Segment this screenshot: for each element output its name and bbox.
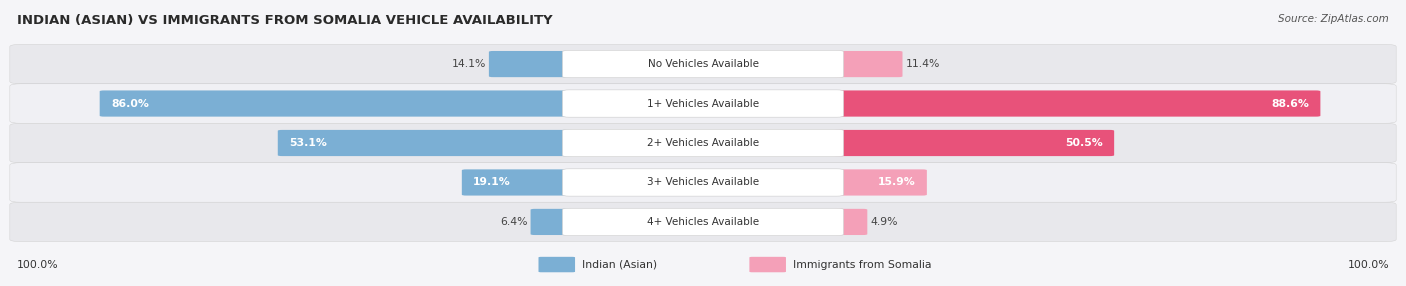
FancyBboxPatch shape xyxy=(832,130,1114,156)
FancyBboxPatch shape xyxy=(278,130,574,156)
Text: 4.9%: 4.9% xyxy=(870,217,897,227)
FancyBboxPatch shape xyxy=(562,129,844,157)
FancyBboxPatch shape xyxy=(832,169,927,196)
FancyBboxPatch shape xyxy=(832,90,1320,117)
FancyBboxPatch shape xyxy=(749,257,786,272)
Text: 100.0%: 100.0% xyxy=(17,260,59,269)
FancyBboxPatch shape xyxy=(461,169,574,196)
Text: Immigrants from Somalia: Immigrants from Somalia xyxy=(793,260,932,269)
FancyBboxPatch shape xyxy=(562,50,844,78)
FancyBboxPatch shape xyxy=(10,202,1396,242)
FancyBboxPatch shape xyxy=(100,90,574,117)
Text: 50.5%: 50.5% xyxy=(1066,138,1102,148)
Text: 100.0%: 100.0% xyxy=(1347,260,1389,269)
Text: 4+ Vehicles Available: 4+ Vehicles Available xyxy=(647,217,759,227)
Text: 11.4%: 11.4% xyxy=(905,59,939,69)
Text: 88.6%: 88.6% xyxy=(1271,99,1309,108)
FancyBboxPatch shape xyxy=(10,84,1396,123)
Text: No Vehicles Available: No Vehicles Available xyxy=(648,59,758,69)
Text: INDIAN (ASIAN) VS IMMIGRANTS FROM SOMALIA VEHICLE AVAILABILITY: INDIAN (ASIAN) VS IMMIGRANTS FROM SOMALI… xyxy=(17,14,553,27)
Text: 19.1%: 19.1% xyxy=(472,178,510,187)
Text: 14.1%: 14.1% xyxy=(451,59,486,69)
Text: 3+ Vehicles Available: 3+ Vehicles Available xyxy=(647,178,759,187)
FancyBboxPatch shape xyxy=(10,163,1396,202)
FancyBboxPatch shape xyxy=(489,51,574,77)
FancyBboxPatch shape xyxy=(530,209,574,235)
Text: 1+ Vehicles Available: 1+ Vehicles Available xyxy=(647,99,759,108)
FancyBboxPatch shape xyxy=(10,44,1396,84)
Text: 6.4%: 6.4% xyxy=(501,217,527,227)
Text: Source: ZipAtlas.com: Source: ZipAtlas.com xyxy=(1278,14,1389,24)
FancyBboxPatch shape xyxy=(832,209,868,235)
FancyBboxPatch shape xyxy=(538,257,575,272)
Text: 86.0%: 86.0% xyxy=(111,99,149,108)
FancyBboxPatch shape xyxy=(562,169,844,196)
FancyBboxPatch shape xyxy=(10,123,1396,163)
FancyBboxPatch shape xyxy=(832,51,903,77)
Text: Indian (Asian): Indian (Asian) xyxy=(582,260,657,269)
Text: 2+ Vehicles Available: 2+ Vehicles Available xyxy=(647,138,759,148)
Text: 15.9%: 15.9% xyxy=(877,178,915,187)
Text: 53.1%: 53.1% xyxy=(290,138,328,148)
FancyBboxPatch shape xyxy=(562,90,844,117)
FancyBboxPatch shape xyxy=(562,208,844,236)
